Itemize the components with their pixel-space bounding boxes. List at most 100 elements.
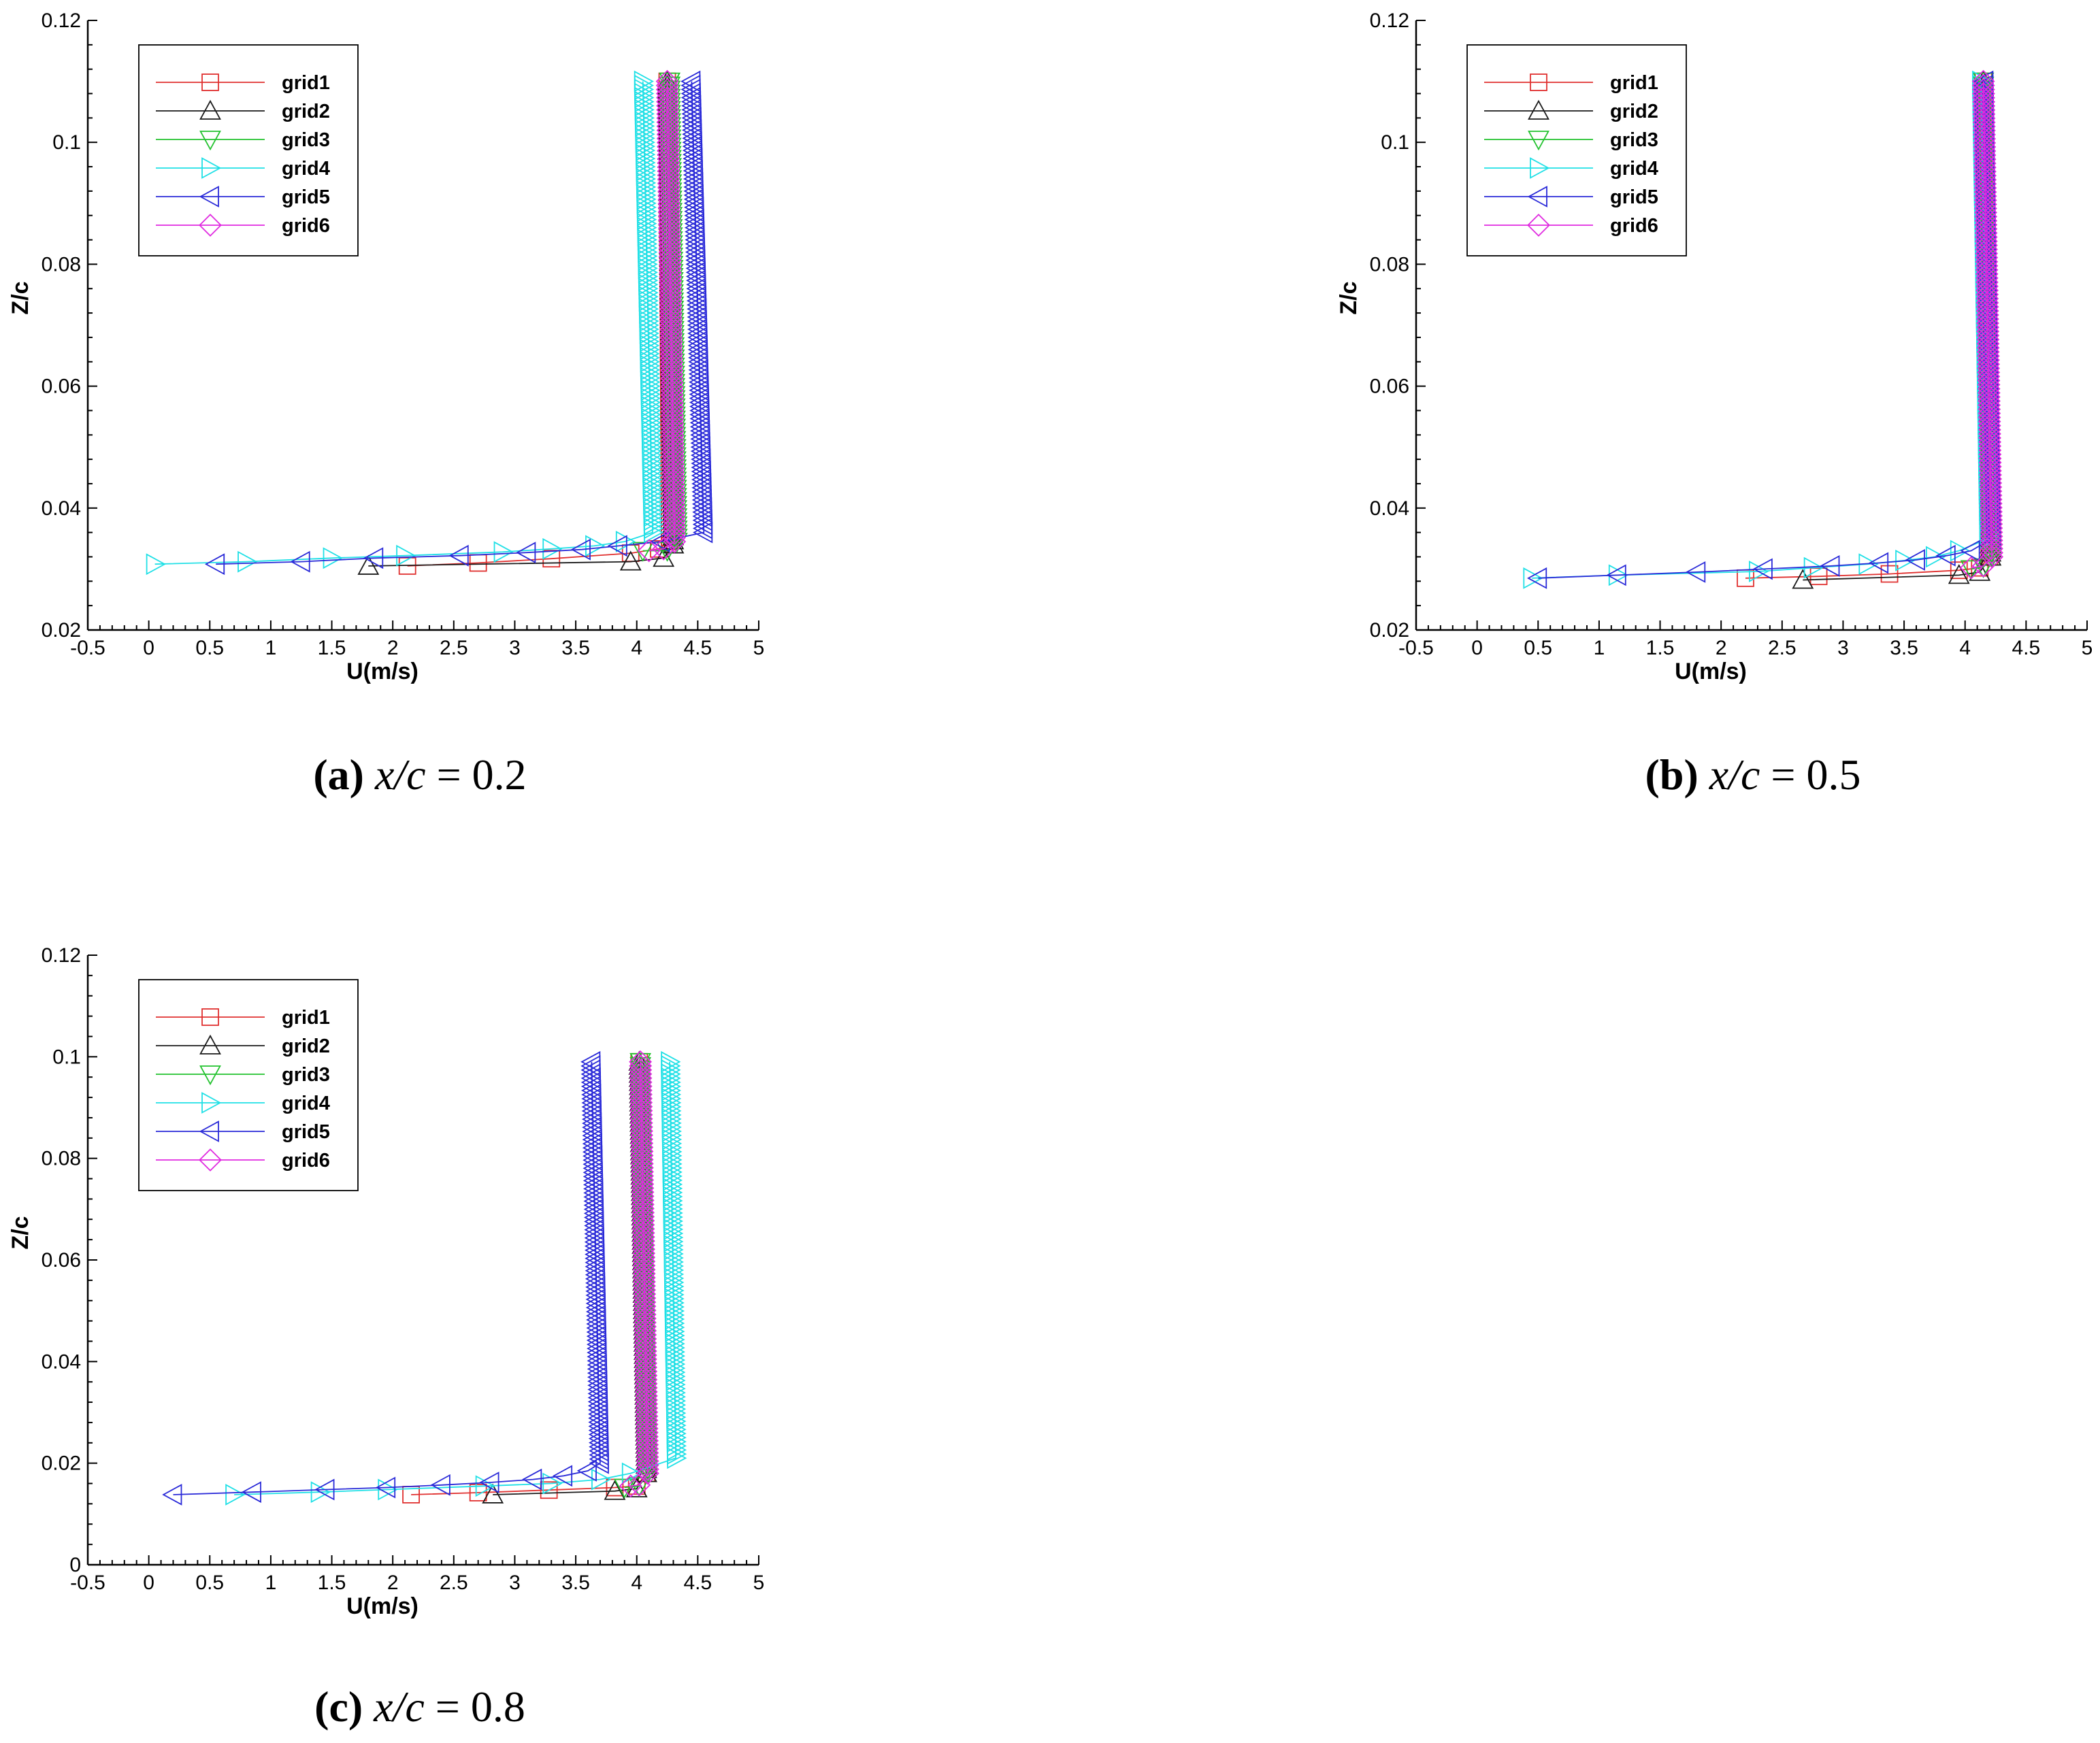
data-point-grid6: [658, 253, 682, 276]
legend-marker-grid2: [199, 1034, 221, 1055]
y-axis-title: Z/c: [7, 1216, 33, 1249]
data-point-grid6: [632, 1233, 655, 1257]
data-point-grid6: [634, 1360, 658, 1383]
data-point-grid6: [629, 1111, 653, 1135]
data-point-grid5: [1526, 567, 1547, 589]
data-point-grid6: [1972, 106, 1996, 130]
x-axis-title: U(m/s): [346, 1593, 419, 1619]
data-point-grid6: [631, 1225, 655, 1249]
data-point-grid5: [607, 535, 627, 557]
x-tick-label: 5: [2082, 637, 2093, 659]
data-point-grid6: [1975, 258, 1999, 282]
data-point-grid6: [1972, 86, 1995, 110]
x-tick-label: 2: [387, 637, 399, 659]
data-point-grid6: [1979, 463, 2002, 486]
data-point-grid6: [1976, 312, 1999, 335]
data-point-grid6: [629, 1099, 653, 1123]
y-tick-label: 0.04: [42, 1350, 81, 1373]
data-point-grid6: [635, 1396, 659, 1420]
data-point-grid6: [1980, 512, 2003, 536]
data-point-grid6: [661, 461, 685, 484]
data-point-grid6: [659, 330, 683, 354]
data-point-grid6: [627, 1473, 651, 1497]
data-point-grid6: [1980, 525, 2003, 548]
data-point-grid6: [656, 98, 680, 122]
data-point-grid6: [663, 530, 687, 553]
data-point-grid6: [1979, 467, 2002, 491]
data-point-grid6: [1971, 78, 1995, 101]
data-point-grid6: [635, 1408, 659, 1432]
series-grid6: [619, 1050, 659, 1498]
data-point-grid6: [1976, 340, 2000, 364]
data-point-grid6: [635, 1400, 659, 1424]
data-point-grid6: [1978, 442, 2002, 466]
data-point-grid4: [225, 1484, 246, 1506]
data-point-grid6: [1972, 98, 1996, 122]
data-point-grid6: [1973, 176, 1997, 200]
data-point-grid6: [656, 110, 680, 134]
data-point-grid6: [1977, 352, 2000, 376]
data-point-grid6: [635, 1412, 659, 1436]
data-point-grid6: [630, 1119, 653, 1143]
data-point-grid5: [1935, 544, 1956, 567]
data-point-grid6: [662, 485, 686, 509]
data-point-grid6: [661, 420, 685, 444]
data-point-grid4: [542, 1472, 563, 1495]
data-point-grid6: [1980, 516, 2003, 540]
data-point-grid6: [629, 1103, 653, 1127]
caption-variable: x/c: [374, 750, 437, 799]
data-point-grid6: [634, 1331, 657, 1355]
data-point-grid6: [635, 1404, 659, 1428]
data-point-grid2: [482, 1483, 504, 1504]
data-point-grid6: [661, 452, 685, 476]
data-point-grid6: [657, 163, 680, 187]
data-point-grid6: [1977, 365, 2001, 388]
legend-label-grid4: grid4: [282, 1093, 330, 1114]
series-line-grid1: [1745, 81, 1990, 579]
caption-label: (b): [1645, 750, 1709, 799]
data-point-grid6: [660, 371, 684, 395]
data-point-grid6: [1976, 332, 2000, 356]
data-point-grid6: [630, 1135, 654, 1159]
x-tick-label: 1: [1594, 637, 1605, 659]
data-point-grid6: [633, 1303, 657, 1326]
data-point-grid6: [634, 1323, 657, 1346]
data-point-grid6: [659, 314, 683, 337]
data-point-grid6: [1976, 328, 2000, 352]
data-point-grid6: [655, 69, 679, 93]
data-point-grid6: [658, 249, 682, 272]
data-point-grid4: [1926, 546, 1946, 568]
x-tick-label: 1.5: [318, 1572, 346, 1594]
data-point-grid6: [1975, 270, 1999, 294]
data-point-grid6: [661, 465, 685, 488]
data-point-grid6: [661, 403, 685, 427]
x-axis-title: U(m/s): [1675, 659, 1747, 684]
data-point-grid6: [658, 245, 682, 268]
data-point-grid6: [1977, 377, 2001, 401]
y-tick-label: 0.1: [1381, 131, 1409, 154]
data-point-grid6: [636, 1457, 659, 1481]
data-point-grid6: [657, 159, 680, 183]
data-point-grid6: [636, 1445, 659, 1469]
legend-marker-grid3: [199, 131, 221, 151]
data-point-grid6: [659, 282, 683, 305]
data-point-grid2: [357, 554, 380, 575]
data-point-grid6: [658, 225, 682, 248]
legend-label-grid6: grid6: [282, 1150, 330, 1172]
data-point-grid6: [1973, 127, 1997, 150]
data-point-grid6: [629, 1058, 653, 1082]
data-point-grid6: [631, 1160, 654, 1184]
data-point-grid6: [659, 334, 683, 358]
legend-label-grid2: grid2: [1610, 101, 1658, 122]
legend-marker-grid5: [199, 186, 219, 208]
data-point-grid5: [580, 1050, 601, 1073]
data-point-grid6: [1978, 414, 2001, 437]
data-point-grid6: [657, 139, 680, 163]
data-point-grid6: [630, 1127, 654, 1151]
panel-caption: (b) x/c = 0.5: [1645, 750, 1861, 799]
data-point-grid6: [631, 1221, 655, 1245]
data-point-grid6: [1978, 410, 2001, 433]
data-point-grid6: [659, 297, 683, 321]
data-point-grid6: [631, 1168, 655, 1192]
data-point-grid6: [636, 1437, 659, 1461]
